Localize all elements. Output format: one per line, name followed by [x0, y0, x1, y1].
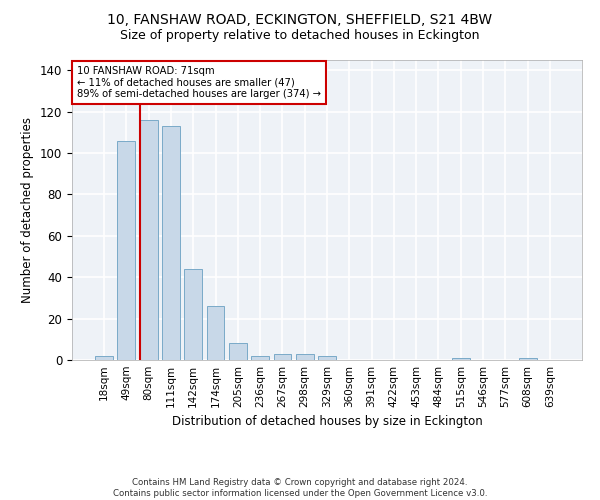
Text: 10 FANSHAW ROAD: 71sqm
← 11% of detached houses are smaller (47)
89% of semi-det: 10 FANSHAW ROAD: 71sqm ← 11% of detached…: [77, 66, 321, 99]
Bar: [95, 356, 113, 360]
Bar: [274, 354, 292, 360]
X-axis label: Distribution of detached houses by size in Eckington: Distribution of detached houses by size …: [172, 416, 482, 428]
Bar: [229, 344, 247, 360]
Bar: [140, 120, 158, 360]
Bar: [162, 126, 180, 360]
Text: Contains HM Land Registry data © Crown copyright and database right 2024.
Contai: Contains HM Land Registry data © Crown c…: [113, 478, 487, 498]
Y-axis label: Number of detached properties: Number of detached properties: [22, 117, 34, 303]
Bar: [452, 358, 470, 360]
Bar: [251, 356, 269, 360]
Bar: [206, 306, 224, 360]
Text: 10, FANSHAW ROAD, ECKINGTON, SHEFFIELD, S21 4BW: 10, FANSHAW ROAD, ECKINGTON, SHEFFIELD, …: [107, 14, 493, 28]
Bar: [184, 269, 202, 360]
Text: Size of property relative to detached houses in Eckington: Size of property relative to detached ho…: [120, 30, 480, 43]
Bar: [518, 358, 536, 360]
Bar: [296, 354, 314, 360]
Bar: [318, 356, 336, 360]
Bar: [118, 140, 136, 360]
